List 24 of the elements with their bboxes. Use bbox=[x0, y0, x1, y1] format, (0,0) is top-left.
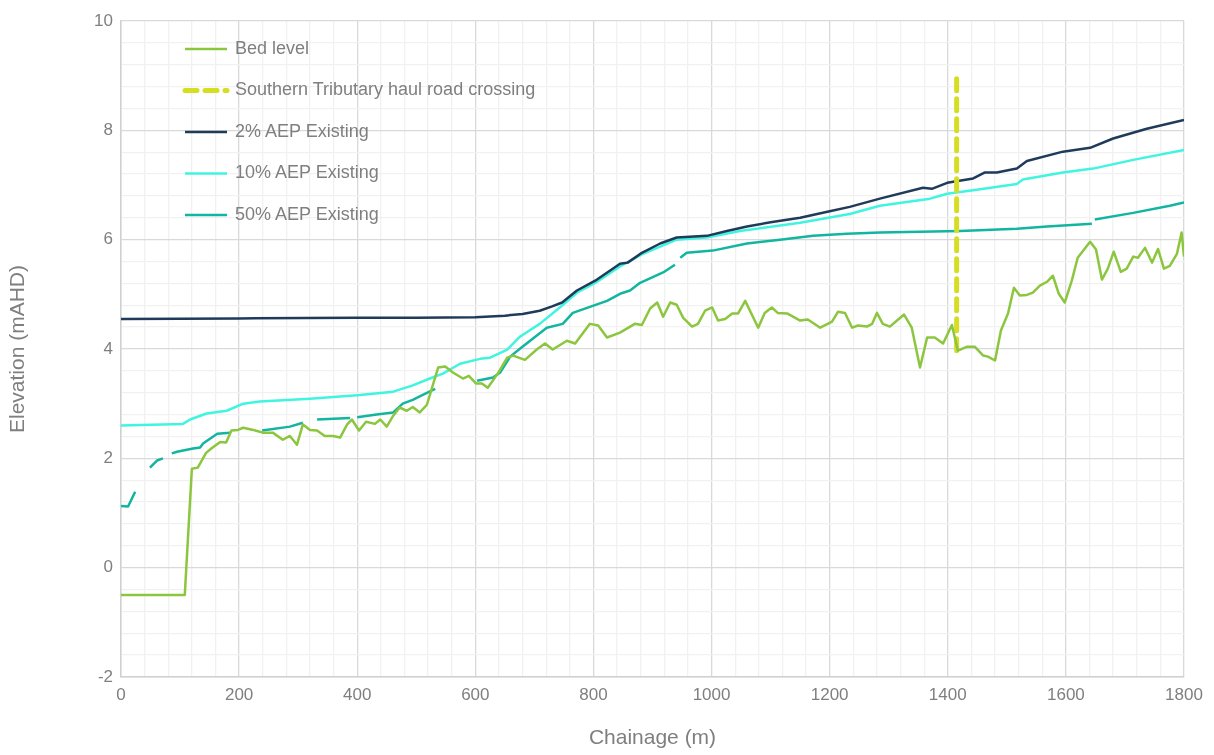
x-tick-label: 1200 bbox=[810, 684, 849, 704]
legend-label: 50% AEP Existing bbox=[235, 203, 379, 224]
y-tick-label: 6 bbox=[103, 229, 113, 249]
x-tick-label: 0 bbox=[116, 684, 126, 704]
x-tick-label: 200 bbox=[224, 684, 254, 704]
y-tick-label: 8 bbox=[103, 120, 113, 140]
legend-label: Southern Tributary haul road crossing bbox=[235, 79, 536, 100]
y-tick-label: 0 bbox=[103, 557, 113, 577]
legend-label: 10% AEP Existing bbox=[235, 162, 379, 183]
x-tick-label: 1400 bbox=[928, 684, 967, 704]
legend-label: Bed level bbox=[235, 37, 310, 58]
y-tick-label: 10 bbox=[94, 10, 113, 30]
x-tick-label: 1600 bbox=[1046, 684, 1085, 704]
x-axis-title: Chainage (m) bbox=[588, 725, 717, 749]
x-tick-label: 600 bbox=[461, 684, 490, 704]
x-tick-label: 400 bbox=[343, 684, 372, 704]
x-tick-label: 1000 bbox=[692, 684, 731, 704]
y-tick-label: 4 bbox=[103, 338, 113, 358]
y-tick-label: -2 bbox=[97, 666, 113, 686]
y-axis-title: Elevation (mAHD) bbox=[5, 264, 29, 434]
y-tick-label: 2 bbox=[103, 448, 113, 468]
legend-label: 2% AEP Existing bbox=[235, 120, 369, 141]
x-tick-label: 800 bbox=[579, 684, 608, 704]
x-tick-label: 1800 bbox=[1165, 684, 1203, 704]
